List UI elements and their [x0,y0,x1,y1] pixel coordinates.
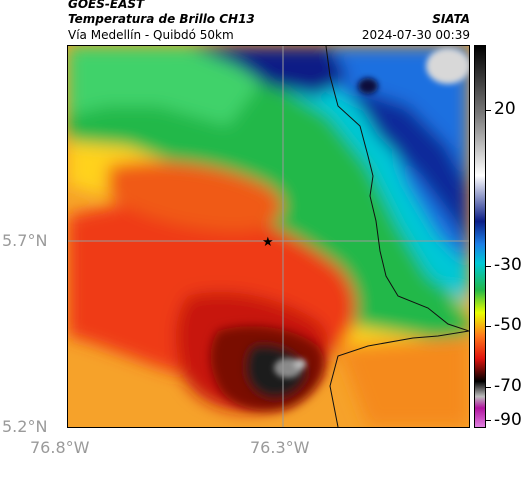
lat-label: 5.2°N [2,417,48,436]
colorbar-gradient [475,46,485,427]
map-canvas: ★ [68,46,469,427]
datetime-label: 2024-07-30 00:39 [361,28,470,42]
satellite-map: ★ [67,45,470,428]
lon-label: 76.8°W [30,438,90,457]
colorbar-label: -50 [494,315,522,335]
satellite-source: GOES-EAST [68,0,145,11]
colorbar-label: 20 [494,99,516,119]
colorbar-label: -30 [494,255,522,275]
colorbar-label: -90 [494,410,522,430]
lon-label: 76.3°W [250,438,310,457]
station-marker-icon: ★ [262,235,274,250]
border-line [329,330,469,427]
region-label: Vía Medellín - Quibdó 50km [68,28,234,42]
organization-label: SIATA [432,12,470,26]
lat-label: 5.7°N [2,231,48,250]
header: GOES-EAST Temperatura de Brillo CH13 Vía… [0,0,526,46]
colorbar [474,45,486,428]
colorbar-label: -70 [494,376,522,396]
border-line [325,46,469,332]
product-title: Temperatura de Brillo CH13 [68,12,255,26]
